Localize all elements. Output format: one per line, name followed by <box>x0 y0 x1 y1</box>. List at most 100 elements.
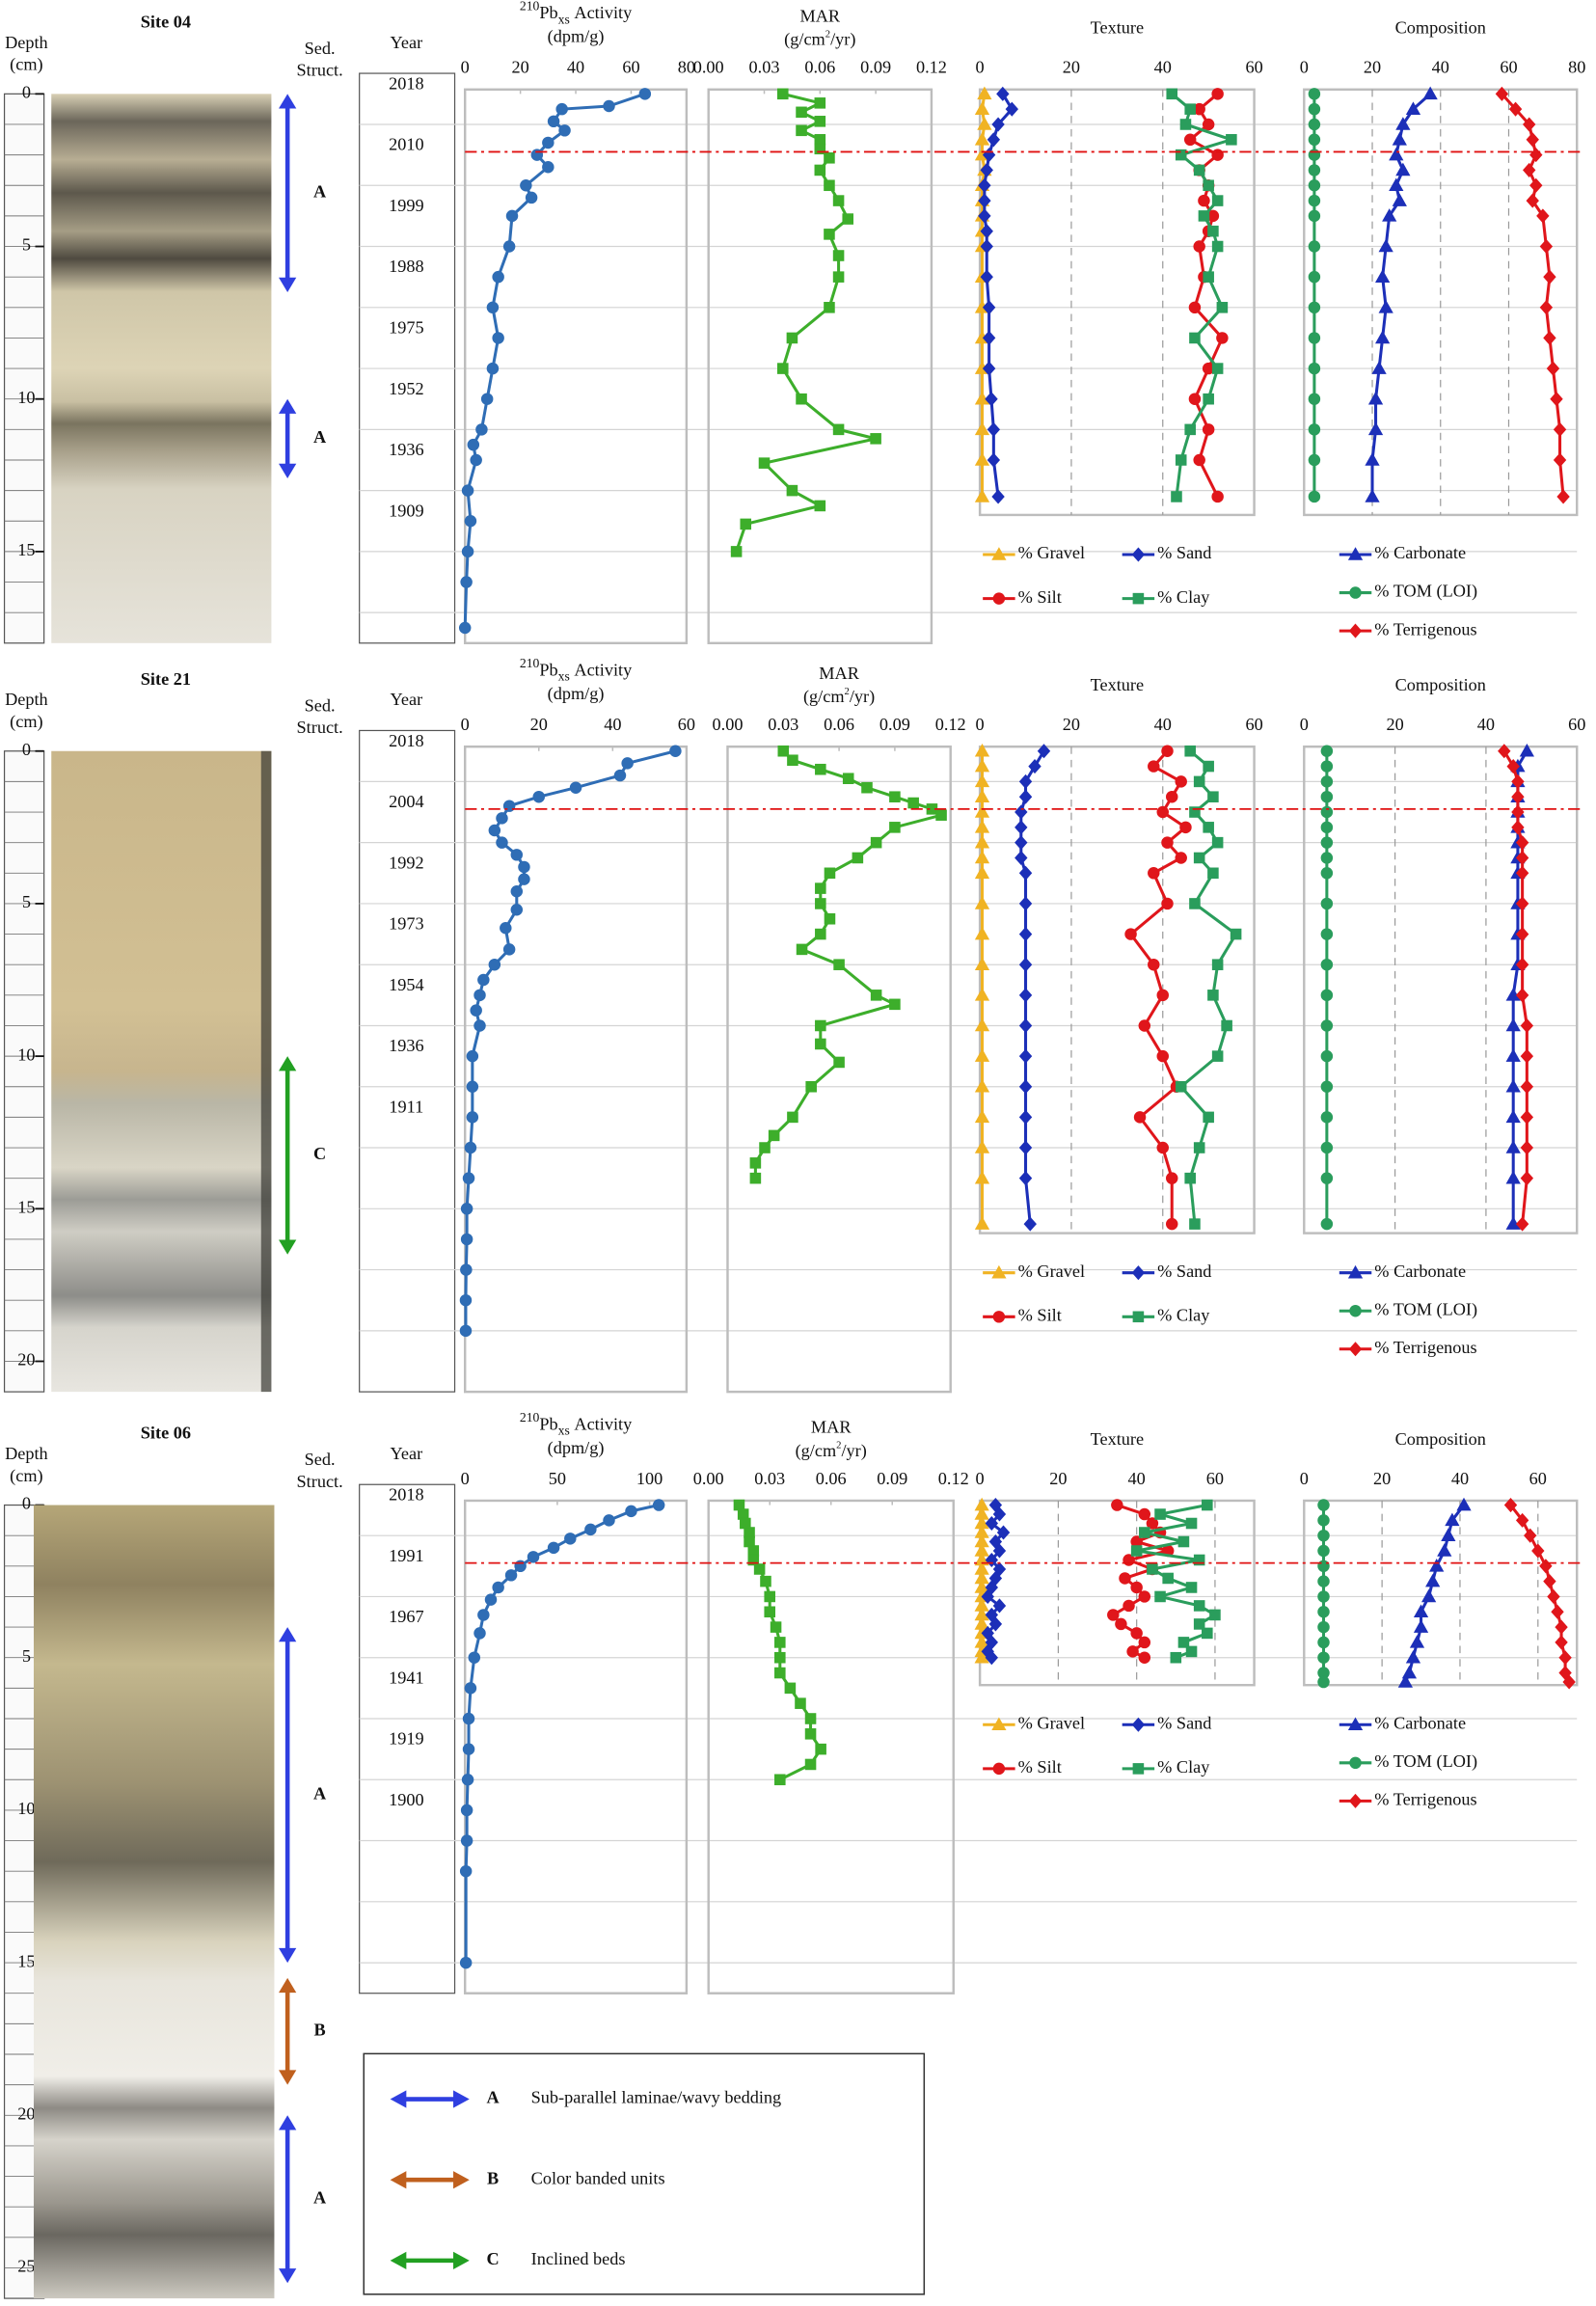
marker <box>468 1651 481 1664</box>
marker <box>625 1505 637 1518</box>
marker <box>1308 301 1321 314</box>
plot-frame <box>1303 745 1579 1234</box>
marker <box>833 959 845 970</box>
marker <box>466 1111 479 1124</box>
marker <box>1553 421 1567 437</box>
x-tick-label: 0.03 <box>754 1469 785 1488</box>
title-sub: xs <box>558 12 570 26</box>
year-label: Year <box>391 1444 423 1463</box>
marker <box>466 1080 479 1093</box>
marker <box>1308 209 1321 223</box>
arrow-head <box>279 1977 297 1994</box>
marker <box>1505 1140 1521 1153</box>
marker <box>1562 1674 1576 1690</box>
marker <box>832 423 845 436</box>
x-tick-label: 40 <box>1477 715 1495 734</box>
structure-legend-text: Color banded units <box>531 2168 665 2187</box>
depth-tick-label: 15 <box>17 540 35 559</box>
marker <box>786 332 798 344</box>
marker <box>542 136 555 149</box>
depth-tick-label: 15 <box>17 1951 35 1970</box>
marker <box>832 271 845 283</box>
marker <box>1308 490 1321 503</box>
marker <box>832 195 845 206</box>
marker <box>852 852 864 864</box>
marker <box>603 1514 615 1527</box>
marker <box>1308 362 1321 375</box>
marker <box>1543 269 1556 285</box>
unit-sup: 2 <box>845 687 850 697</box>
marker <box>542 161 555 174</box>
x-tick-label: 0.03 <box>749 58 780 77</box>
marker <box>1320 821 1334 834</box>
marker <box>796 393 807 405</box>
marker <box>1539 238 1554 255</box>
structure-letter: A <box>313 427 327 447</box>
unit-part: /yr) <box>830 30 855 50</box>
marker <box>496 812 508 825</box>
marker <box>907 797 919 809</box>
title-sup: 210 <box>520 656 540 670</box>
marker <box>520 179 532 192</box>
marker <box>1014 820 1028 835</box>
title-base: Pb <box>539 661 557 680</box>
marker <box>652 1499 665 1511</box>
marker <box>814 500 826 512</box>
marker <box>992 1598 1007 1614</box>
arrow-head <box>279 398 297 414</box>
marker <box>1515 850 1529 866</box>
marker <box>1226 134 1237 146</box>
marker <box>1018 1017 1033 1034</box>
x-tick-label: 20 <box>511 58 528 77</box>
marker <box>1320 745 1334 757</box>
marker <box>1409 1635 1425 1648</box>
arrow-head <box>279 1627 297 1642</box>
marker <box>1308 179 1321 192</box>
marker <box>1211 240 1224 253</box>
arrow-head <box>279 277 297 292</box>
marker <box>974 1216 990 1230</box>
marker <box>992 1762 1006 1776</box>
marker <box>1014 804 1028 820</box>
marker <box>1115 1617 1127 1631</box>
marker <box>1515 1216 1529 1232</box>
marker <box>861 781 873 794</box>
x-tick-label: 80 <box>1568 58 1585 77</box>
axis-title: Texture <box>1091 675 1144 694</box>
marker <box>1189 332 1201 344</box>
marker <box>991 1717 1007 1731</box>
marker <box>1543 1574 1556 1589</box>
marker <box>1131 1265 1146 1281</box>
arrow-head <box>390 2251 407 2269</box>
marker <box>824 912 836 925</box>
x-tick-label: 60 <box>1529 1469 1547 1488</box>
marker <box>1185 1517 1198 1530</box>
arrow-head <box>279 463 297 478</box>
legend-label: % Terrigenous <box>1374 1338 1476 1357</box>
marker <box>1132 1763 1145 1775</box>
marker <box>569 781 582 794</box>
marker <box>1515 835 1529 851</box>
marker <box>532 790 546 803</box>
profile-line <box>1128 749 1188 1225</box>
marker <box>1524 1528 1537 1543</box>
marker <box>992 1543 1007 1559</box>
marker <box>1211 195 1224 206</box>
marker <box>504 1569 518 1582</box>
marker <box>815 928 826 940</box>
x-tick-label: 40 <box>1451 1469 1469 1488</box>
depth-tick-label: 20 <box>17 1350 35 1370</box>
marker <box>1207 867 1219 880</box>
marker <box>1556 489 1570 504</box>
year-column <box>359 1483 456 1994</box>
x-tick-label: 0.06 <box>816 1469 847 1488</box>
x-tick-label: 60 <box>1206 1469 1224 1488</box>
x-tick-label: 60 <box>1245 58 1262 77</box>
marker <box>796 124 807 137</box>
marker <box>1347 1717 1364 1731</box>
marker <box>889 822 901 833</box>
unit-part: /yr) <box>841 1441 866 1461</box>
marker <box>1515 1512 1529 1528</box>
marker <box>1348 623 1363 638</box>
year-tick-label: 1911 <box>389 1097 423 1116</box>
